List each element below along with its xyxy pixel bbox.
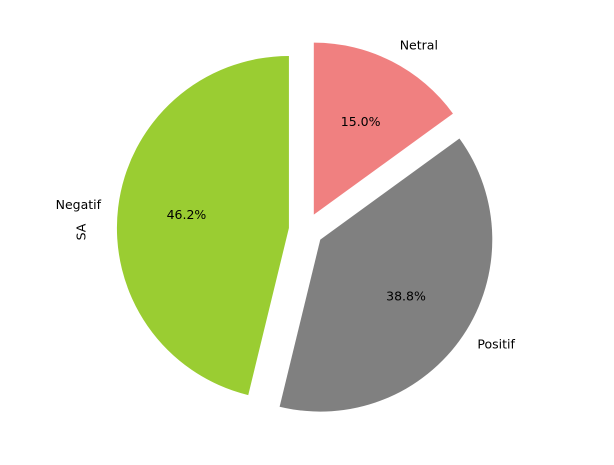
slice-label-positif: Positif: [477, 336, 515, 351]
pct-label-negatif: 46.2%: [167, 207, 207, 222]
labels-layer: Netral 15.0% Positif 38.8% Negatif 46.2%: [56, 38, 516, 352]
pie-slice-positif: [279, 138, 493, 412]
slice-label-netral: Netral: [400, 38, 438, 53]
pct-label-netral: 15.0%: [341, 114, 381, 129]
slices-layer: [116, 42, 493, 412]
pie-slice-negatif: [116, 55, 289, 396]
slice-label-negatif: Negatif: [56, 197, 102, 212]
pie-slice-netral: [313, 42, 453, 215]
pct-label-positif: 38.8%: [386, 289, 426, 304]
y-axis-label: SA: [74, 223, 89, 240]
